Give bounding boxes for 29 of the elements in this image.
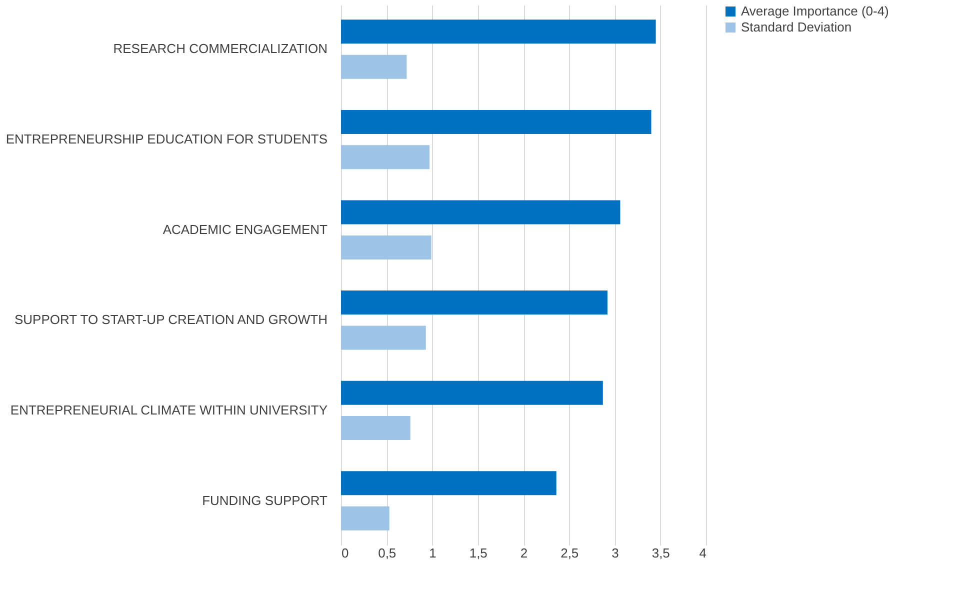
bar <box>341 290 608 315</box>
y-tick-label: RESEARCH COMMERCIALIZATION <box>113 41 328 56</box>
y-tick-label: FUNDING SUPPORT <box>202 492 328 508</box>
x-tick-label: 2,5 <box>560 546 579 560</box>
legend-label: Average Importance (0-4) <box>741 4 889 18</box>
y-tick-label: ENTREPRENEURSHIP EDUCATION FOR STUDENTS <box>6 132 328 147</box>
x-tick-label: 0,5 <box>378 546 396 560</box>
bar <box>341 200 620 224</box>
bar <box>341 471 556 496</box>
bar <box>341 54 407 79</box>
x-tick-label: 1,5 <box>469 546 488 560</box>
y-tick-label: SUPPORT TO START-UP CREATION AND GROWTH <box>14 312 328 328</box>
bar <box>341 145 430 170</box>
x-tick-label: 0 <box>342 546 349 560</box>
bar <box>341 506 390 530</box>
bar <box>341 380 603 405</box>
x-tick-label: 3 <box>612 546 619 560</box>
x-tick-label: 4 <box>699 546 706 560</box>
x-tick-label: 3,5 <box>652 546 670 560</box>
x-tick-label: 1 <box>429 546 436 560</box>
x-tick-label: 2 <box>520 546 528 560</box>
y-tick-label: ACADEMIC ENGAGEMENT <box>162 222 328 237</box>
bar <box>341 416 410 440</box>
y-tick-label: ENTREPRENEURIAL CLIMATE WITHIN UNIVERSITY <box>10 402 328 418</box>
legend-label: Standard Deviation <box>741 20 852 34</box>
bar <box>341 326 426 350</box>
bar <box>341 235 432 260</box>
bar <box>341 110 652 134</box>
bar <box>341 20 656 44</box>
